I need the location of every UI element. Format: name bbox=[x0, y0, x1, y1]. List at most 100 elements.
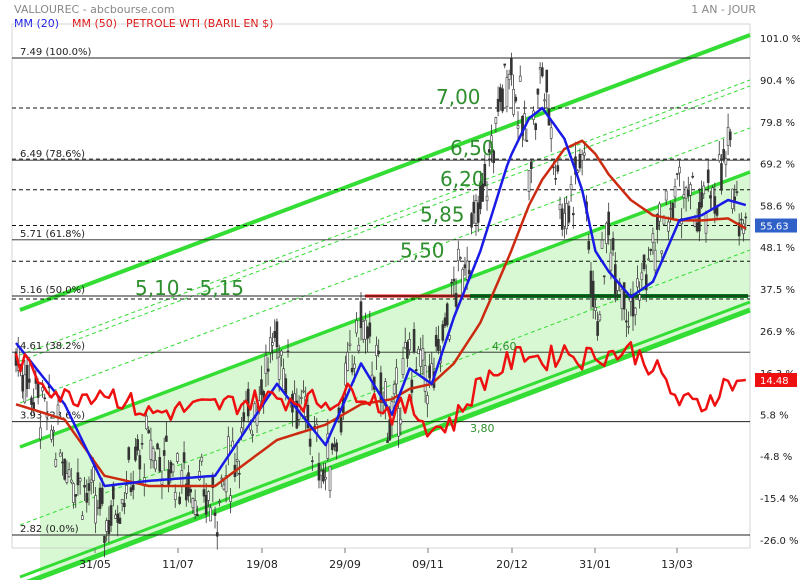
candle-body bbox=[176, 453, 179, 462]
candle-body bbox=[89, 479, 93, 483]
x-axis-tick-label: 13/03 bbox=[661, 558, 693, 571]
candle-body bbox=[118, 517, 122, 524]
y-axis-tick-label: -15.4 % bbox=[760, 494, 799, 505]
candle-body bbox=[578, 153, 582, 169]
x-axis-tick-label: 09/11 bbox=[412, 558, 444, 571]
candle-body bbox=[169, 461, 173, 474]
candle-body bbox=[642, 254, 646, 270]
trend-channel-line bbox=[19, 300, 751, 579]
candle-body bbox=[556, 165, 560, 172]
candle-body bbox=[437, 339, 440, 351]
candle-body bbox=[63, 458, 66, 480]
candle-body bbox=[591, 280, 595, 308]
candle-body bbox=[83, 484, 86, 488]
candle-body bbox=[109, 505, 113, 526]
candle-body bbox=[704, 213, 708, 234]
candle-body bbox=[293, 393, 296, 402]
candle-body bbox=[536, 88, 540, 95]
candle-body bbox=[399, 418, 403, 425]
candle-body bbox=[286, 350, 290, 353]
candle-body bbox=[452, 278, 456, 282]
candle-body bbox=[220, 477, 223, 480]
trend-channel-line bbox=[19, 170, 751, 449]
candle-body bbox=[414, 369, 418, 372]
candle-body bbox=[271, 342, 274, 346]
candle-body bbox=[428, 365, 431, 379]
candle-body bbox=[691, 175, 695, 178]
candle-body bbox=[450, 281, 453, 284]
oil-annotation-label: 4,60 bbox=[492, 340, 517, 353]
candle-body bbox=[713, 196, 717, 214]
candle-body bbox=[112, 483, 115, 500]
legend-mm50: MM (50) bbox=[72, 17, 118, 30]
candle-body bbox=[140, 443, 144, 445]
candle-body bbox=[134, 446, 137, 461]
candle-body bbox=[636, 278, 639, 288]
candle-body bbox=[227, 436, 230, 455]
candle-body bbox=[397, 408, 400, 437]
candle-body bbox=[527, 170, 531, 192]
candle-body bbox=[151, 447, 155, 462]
candle-body bbox=[207, 491, 210, 501]
candle-body bbox=[123, 502, 126, 508]
candle-body bbox=[187, 472, 190, 497]
price-annotation-label: 5,85 bbox=[420, 203, 465, 227]
trend-channel-line bbox=[26, 307, 751, 580]
candle-body bbox=[443, 317, 447, 327]
candle-body bbox=[401, 358, 405, 375]
candle-body bbox=[238, 472, 241, 475]
candle-body bbox=[136, 439, 139, 451]
candle-body bbox=[87, 483, 91, 491]
candle-body bbox=[485, 195, 489, 202]
candle-body bbox=[129, 487, 133, 493]
x-axis-tick-label: 29/09 bbox=[329, 558, 361, 571]
candle-body bbox=[204, 494, 208, 515]
candle-body bbox=[729, 131, 732, 141]
candle-body bbox=[209, 507, 212, 522]
candle-body bbox=[563, 212, 566, 227]
candle-body bbox=[138, 455, 142, 470]
candle-body bbox=[702, 185, 706, 195]
candle-body bbox=[171, 464, 175, 473]
candle-body bbox=[735, 191, 739, 194]
candle-body bbox=[651, 233, 655, 244]
fibonacci-label: 6.49 (78.6%) bbox=[20, 149, 85, 160]
candle-body bbox=[41, 387, 44, 392]
candle-body bbox=[215, 532, 219, 537]
candle-body bbox=[368, 322, 372, 337]
candle-body bbox=[631, 295, 635, 317]
oil-annotation-label: 3,80 bbox=[470, 422, 495, 435]
candle-body bbox=[107, 520, 111, 534]
fibonacci-label: 2.82 (0.0%) bbox=[20, 524, 79, 535]
candle-body bbox=[417, 348, 420, 354]
candle-body bbox=[92, 466, 95, 482]
candle-body bbox=[569, 183, 573, 190]
candle-body bbox=[235, 459, 239, 462]
candle-body bbox=[299, 397, 303, 399]
candle-body bbox=[357, 344, 361, 352]
candle-body bbox=[335, 442, 338, 452]
candle-body bbox=[505, 77, 509, 107]
y-axis-tick-label: 101.0 % bbox=[760, 34, 800, 45]
candle-body bbox=[302, 390, 305, 393]
candle-body bbox=[330, 443, 334, 451]
candle-body bbox=[319, 470, 323, 476]
price-annotation-label: 6,50 bbox=[450, 136, 495, 160]
candle-body bbox=[560, 208, 564, 230]
candle-body bbox=[67, 469, 71, 478]
candle-body bbox=[280, 350, 283, 356]
candle-body bbox=[600, 239, 604, 249]
candle-body bbox=[213, 512, 217, 516]
candle-body bbox=[671, 202, 675, 219]
candle-body bbox=[224, 475, 228, 493]
y-axis-tick-label: 58.6 % bbox=[760, 202, 795, 213]
candle-body bbox=[100, 487, 104, 504]
candle-body bbox=[328, 466, 332, 491]
candle-body bbox=[145, 415, 148, 430]
candle-body bbox=[644, 274, 648, 291]
candle-body bbox=[660, 250, 664, 254]
candle-body bbox=[558, 204, 562, 211]
candle-body bbox=[541, 67, 544, 77]
candle-body bbox=[465, 260, 469, 280]
